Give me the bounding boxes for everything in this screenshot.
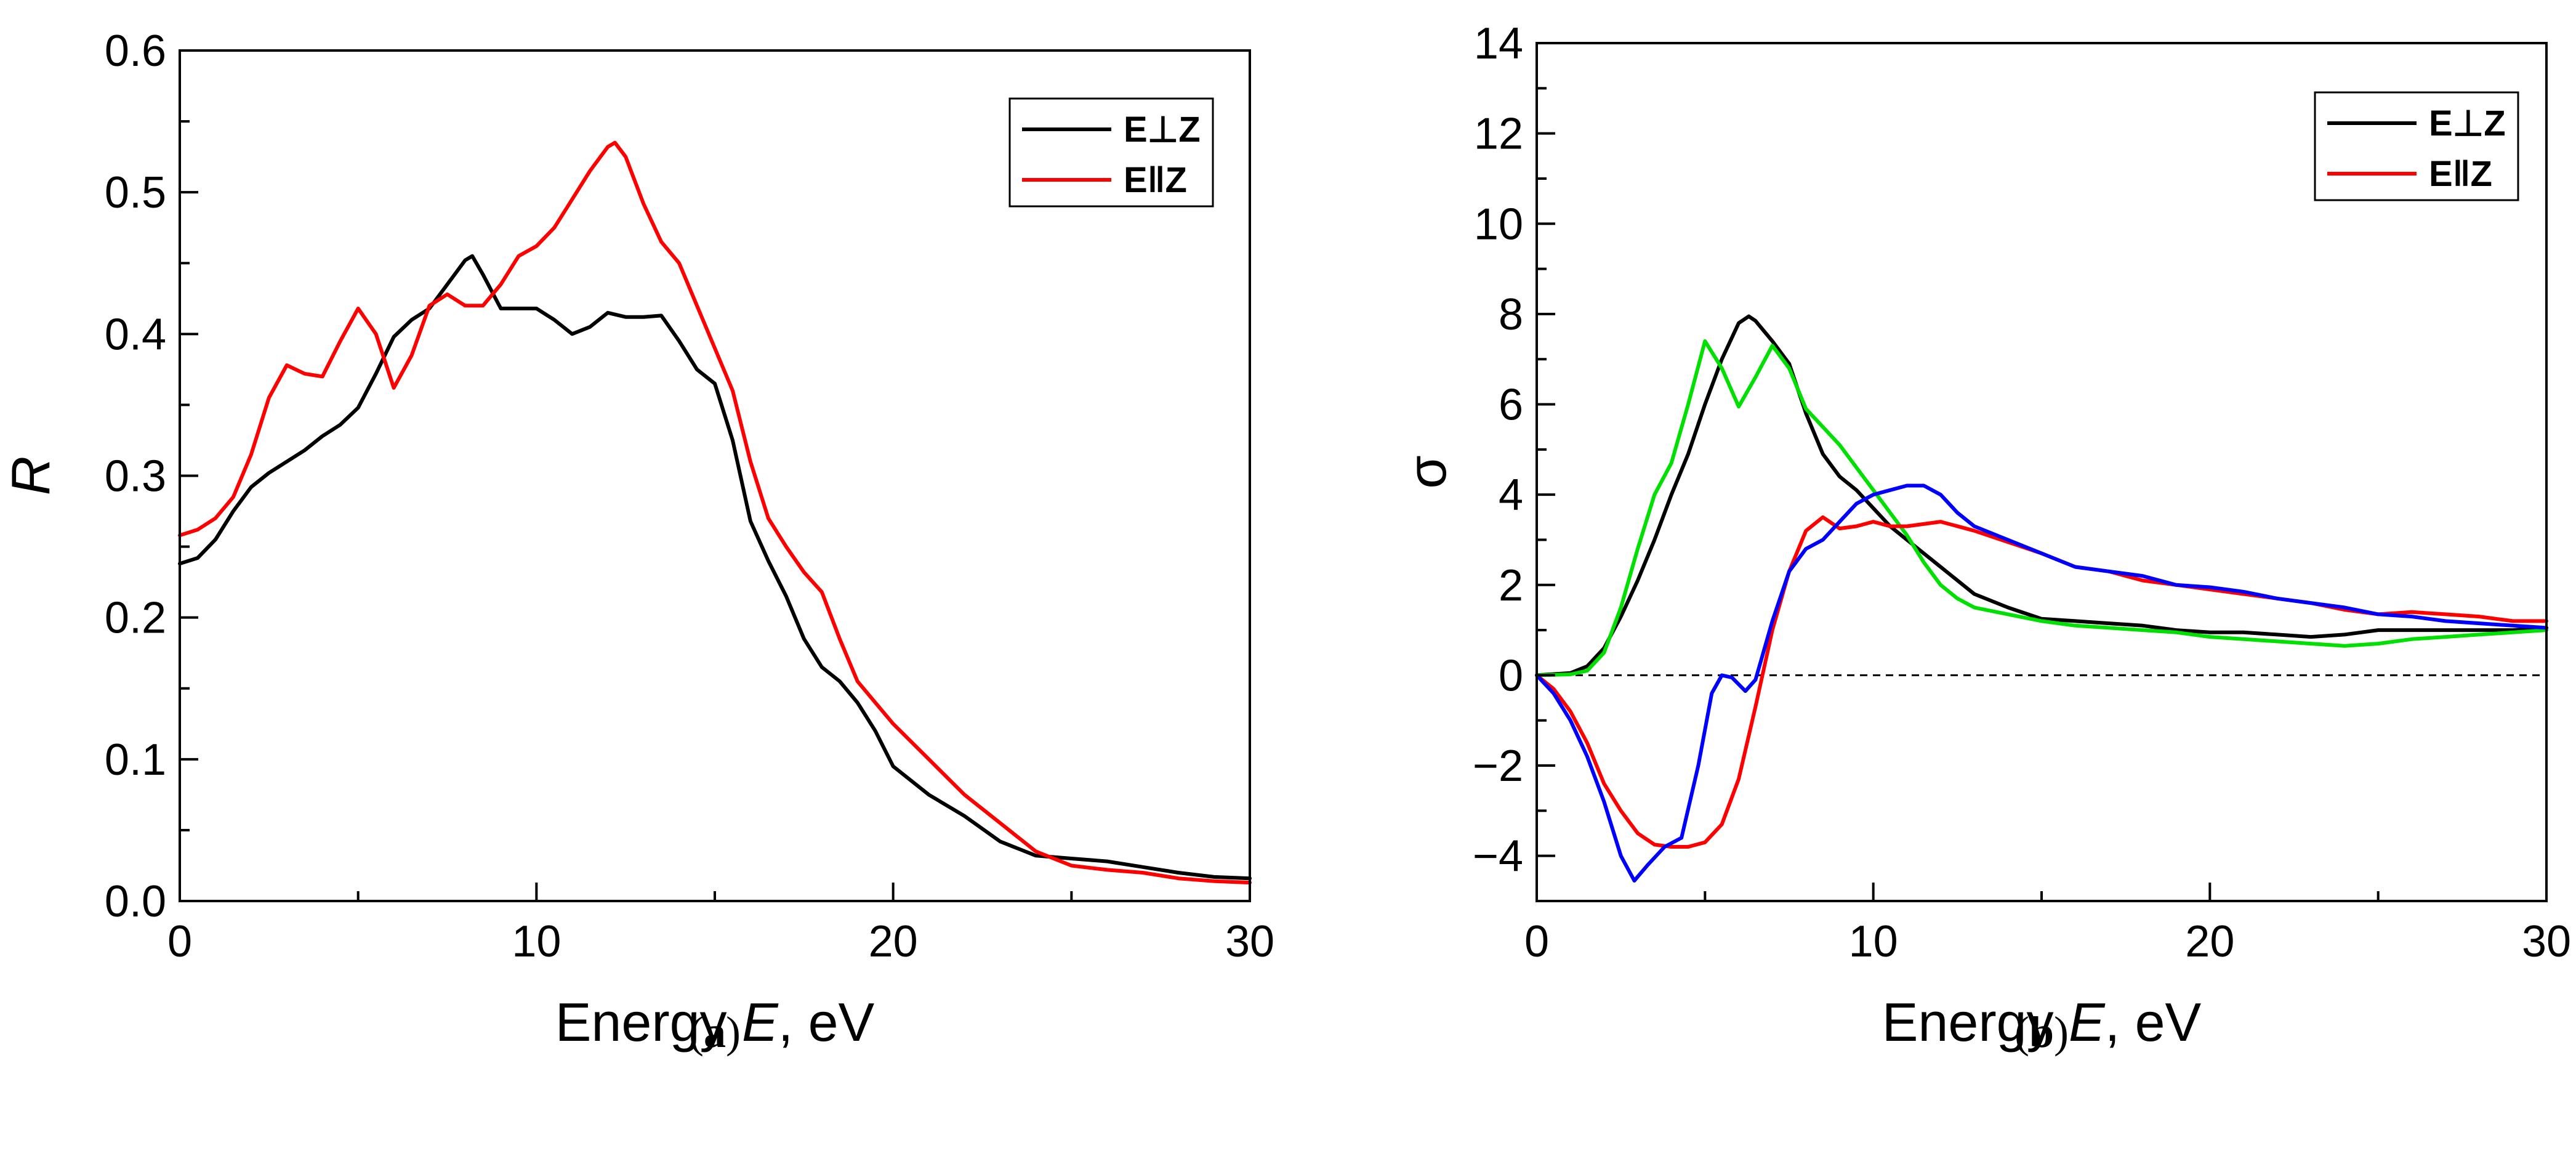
series-line-3 bbox=[1535, 483, 2548, 883]
y-tick-label: 0.5 bbox=[105, 168, 166, 217]
x-tick-label: 10 bbox=[1849, 917, 1898, 966]
panel-b: 0 10 20 30 −4 −2 0 2 4 6 8 10 12 14 Energy E, eV σ E⊥Z E‖… bbox=[1396, 19, 2571, 1057]
x-tick-label: 30 bbox=[1225, 917, 1274, 966]
x-axis-title: Energy E, eV bbox=[1882, 992, 2202, 1053]
legend-label: E‖Z bbox=[2429, 154, 2492, 194]
y-tick-label: −4 bbox=[1473, 832, 1523, 881]
panel-a: 0 10 20 30 0.0 0.1 0.2 0.3 0.4 0.5 0.6 Energy E, eV… bbox=[0, 26, 1274, 1057]
y-tick-label: 0.3 bbox=[105, 452, 166, 501]
y-tick-label: 0.4 bbox=[105, 310, 166, 359]
y-tick-label: −2 bbox=[1473, 742, 1523, 791]
series-line-0 bbox=[1535, 314, 2548, 677]
legend-box bbox=[2314, 91, 2519, 201]
legend-label: E⊥Z bbox=[1124, 110, 1201, 150]
y-axis-title: R bbox=[0, 456, 61, 496]
series-line-1 bbox=[1535, 339, 2548, 677]
y-tick-label: 4 bbox=[1499, 471, 1523, 520]
legend-box bbox=[1008, 97, 1214, 208]
y-tick-label: 0.0 bbox=[105, 877, 166, 926]
y-tick-label: 6 bbox=[1499, 381, 1523, 430]
y-tick-label: 0.2 bbox=[105, 594, 166, 643]
y-tick-label: 0 bbox=[1499, 651, 1523, 700]
panel-label: (b) bbox=[2015, 1008, 2069, 1057]
series-line-2 bbox=[1535, 515, 2548, 849]
x-tick-label: 0 bbox=[167, 917, 192, 966]
x-tick-label: 30 bbox=[2522, 917, 2571, 966]
x-tick-label: 0 bbox=[1524, 917, 1549, 966]
x-tick-label: 10 bbox=[512, 917, 561, 966]
y-tick-label: 10 bbox=[1474, 200, 1523, 249]
series-line-1 bbox=[178, 140, 1252, 885]
x-tick-label: 20 bbox=[2185, 917, 2234, 966]
y-axis-title: σ bbox=[1396, 455, 1457, 488]
legend-label: E⊥Z bbox=[2429, 103, 2506, 143]
y-tick-label: 2 bbox=[1499, 561, 1523, 610]
legend: E⊥Z E‖Z bbox=[1008, 97, 1214, 208]
y-tick-label: 14 bbox=[1474, 19, 1523, 68]
x-axis-title: Energy E, eV bbox=[555, 992, 875, 1053]
y-tick-label: 0.1 bbox=[105, 735, 166, 785]
legend-label: E‖Z bbox=[1124, 160, 1187, 200]
y-tick-label: 12 bbox=[1474, 110, 1523, 159]
y-tick-label: 0.6 bbox=[105, 26, 166, 76]
x-tick-label: 20 bbox=[869, 917, 918, 966]
panel-label: (a) bbox=[689, 1008, 741, 1057]
legend: E⊥Z E‖Z bbox=[2314, 91, 2519, 201]
y-tick-label: 8 bbox=[1499, 290, 1523, 339]
series-line-0 bbox=[178, 254, 1252, 881]
